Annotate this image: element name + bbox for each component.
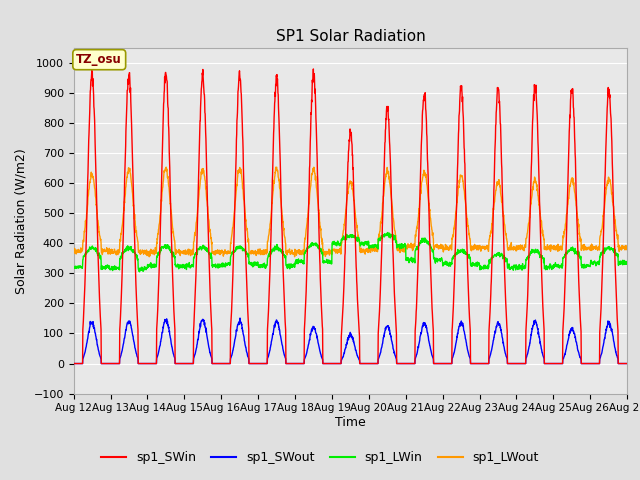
X-axis label: Time: Time [335,416,366,429]
Y-axis label: Solar Radiation (W/m2): Solar Radiation (W/m2) [15,148,28,294]
Legend: sp1_SWin, sp1_SWout, sp1_LWin, sp1_LWout: sp1_SWin, sp1_SWout, sp1_LWin, sp1_LWout [96,446,544,469]
Text: TZ_osu: TZ_osu [76,53,122,66]
Title: SP1 Solar Radiation: SP1 Solar Radiation [276,29,425,44]
